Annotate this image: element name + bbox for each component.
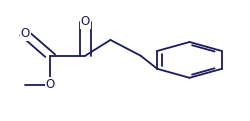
Text: O: O xyxy=(80,15,90,28)
Text: O: O xyxy=(20,27,30,40)
Text: O: O xyxy=(46,78,54,91)
